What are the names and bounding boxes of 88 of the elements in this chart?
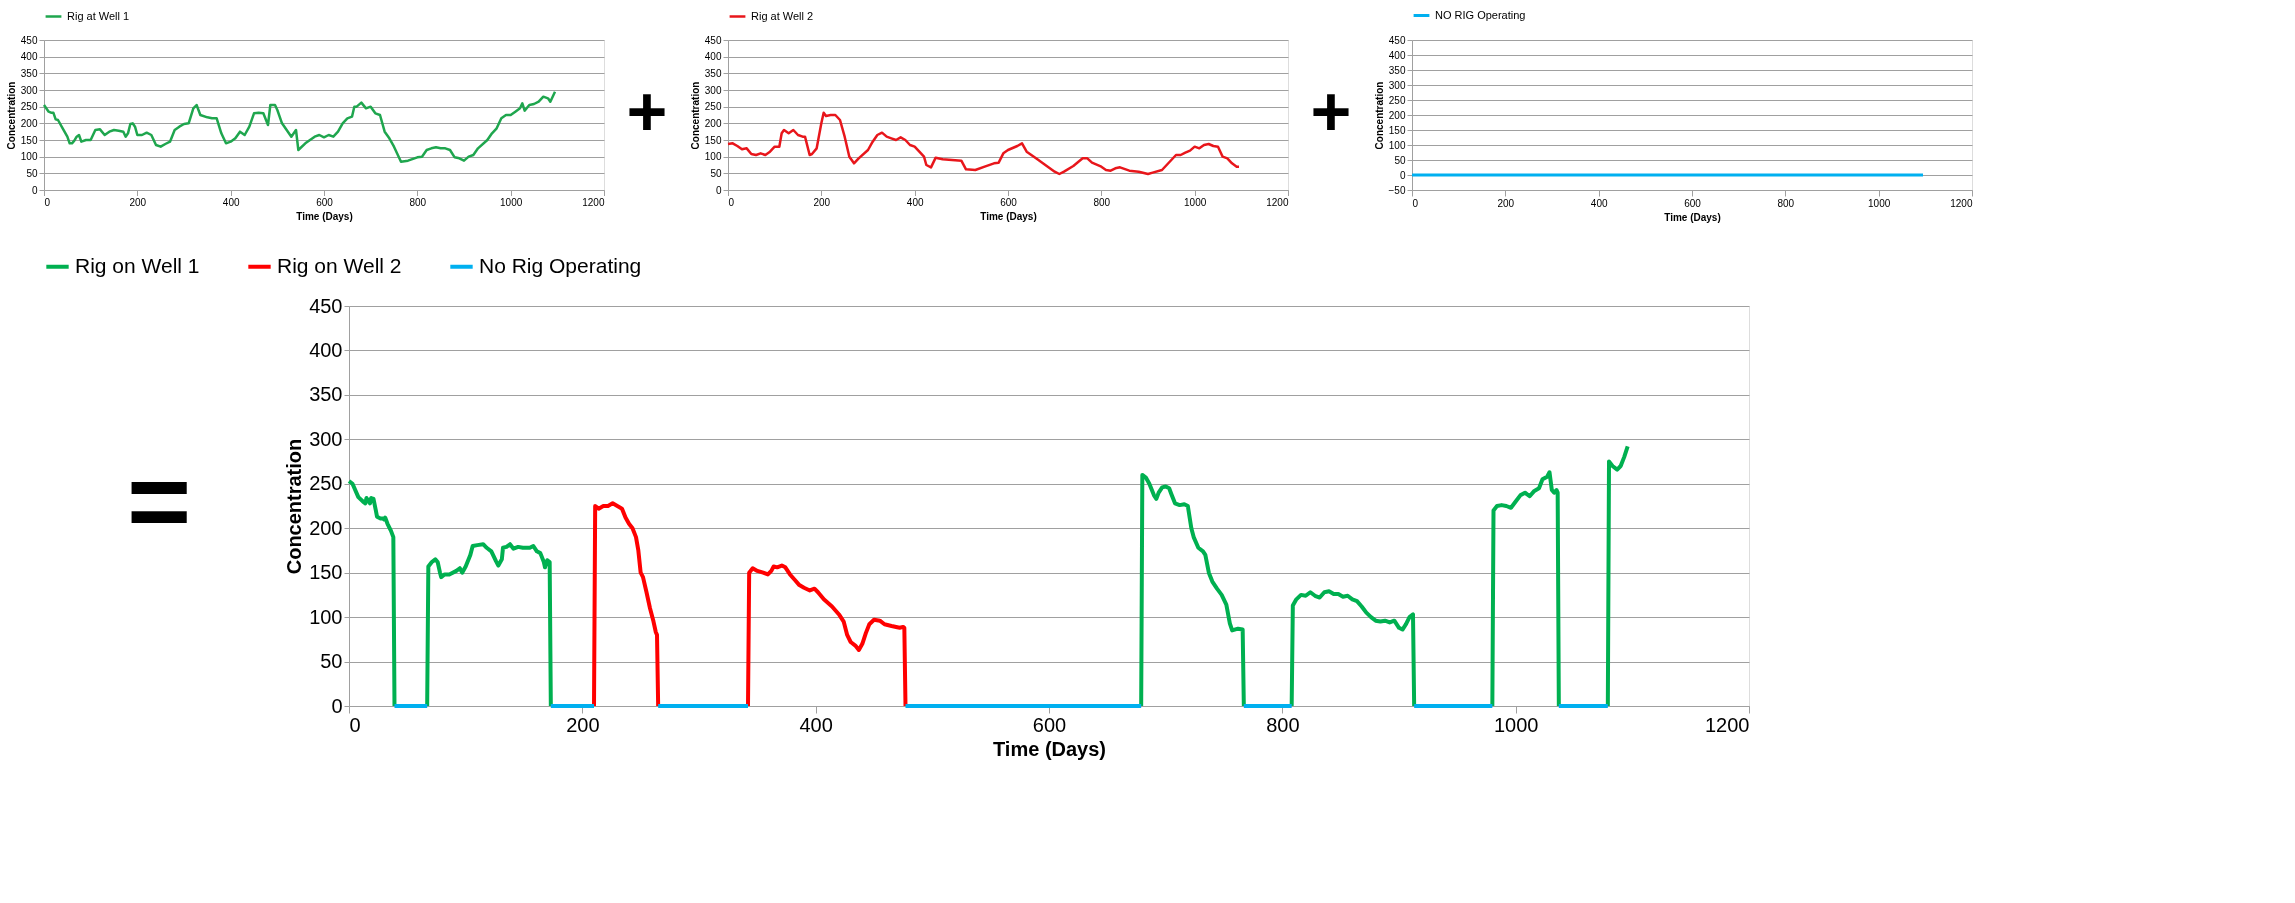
x-tick-label: 800 xyxy=(1777,197,1795,209)
y-tick-label: 100 xyxy=(309,605,343,628)
text: + xyxy=(626,73,668,151)
y-tick-label: 250 xyxy=(1388,94,1406,106)
y-axis-title: Concentration xyxy=(1373,81,1385,150)
y-axis-title: Concentration xyxy=(283,438,306,575)
y-tick-label: 100 xyxy=(704,151,722,163)
y-tick-label: 0 xyxy=(31,184,38,196)
x-tick-label: 800 xyxy=(1266,713,1300,736)
y-tick-label: 450 xyxy=(704,34,722,46)
y-tick-label: 400 xyxy=(20,51,38,63)
y-tick-label: 400 xyxy=(1388,49,1406,61)
y-tick-label: 450 xyxy=(309,294,343,317)
line-series xyxy=(42,90,557,163)
x-tick-label: 400 xyxy=(906,197,924,208)
y-tick-label: 200 xyxy=(309,516,343,539)
y-tick-label: 100 xyxy=(1388,139,1406,151)
y-tick-label: 400 xyxy=(704,51,722,63)
y-tick-label: 250 xyxy=(704,101,722,113)
y-axis-title: Concentration xyxy=(5,81,17,150)
y-tick-label: 350 xyxy=(309,383,343,406)
line-series xyxy=(726,111,1241,176)
y-tick-label: 250 xyxy=(20,101,38,113)
x-axis-title: Time (Days) xyxy=(992,737,1107,760)
x-tick-label: 800 xyxy=(1093,197,1111,208)
y-tick-label: 50 xyxy=(26,167,38,179)
y-tick-label: 100 xyxy=(20,151,38,163)
legend-label: NO RIG Operating xyxy=(1435,8,1526,21)
legend-label: No Rig Operating xyxy=(479,253,642,277)
y-tick-label: 150 xyxy=(1388,124,1406,136)
y-tick-label: 150 xyxy=(309,561,343,584)
x-tick-label: 1000 xyxy=(1868,197,1891,209)
x-tick-label: 400 xyxy=(799,713,833,736)
x-tick-label: 1000 xyxy=(500,197,523,208)
x-tick-label: 0 xyxy=(44,197,51,208)
y-tick-label: 350 xyxy=(20,67,38,79)
x-tick-label: 1000 xyxy=(1493,713,1539,736)
y-tick-label: 300 xyxy=(704,84,722,96)
y-tick-label: 50 xyxy=(320,650,343,673)
y-axis-title: Concentration xyxy=(689,81,701,150)
legend-label: Rig at Well 2 xyxy=(751,9,814,22)
x-tick-label: 200 xyxy=(1497,197,1515,209)
y-tick-label: 350 xyxy=(1388,64,1406,76)
y-tick-label: 300 xyxy=(309,427,343,450)
y-tick-label: 0 xyxy=(715,184,722,196)
x-tick-label: 1200 xyxy=(1705,713,1750,736)
y-tick-label: 50 xyxy=(710,167,722,179)
x-axis-title: Time (Days) xyxy=(296,211,353,222)
y-tick-label: 400 xyxy=(309,338,343,361)
x-tick-label: 200 xyxy=(566,713,600,736)
y-tick-label: 200 xyxy=(1388,109,1406,121)
y-tick-label: 450 xyxy=(1388,34,1406,46)
x-tick-label: 1200 xyxy=(582,197,605,208)
x-tick-label: 600 xyxy=(1684,197,1702,209)
y-tick-label: 250 xyxy=(309,472,343,495)
y-tick-label: −50 xyxy=(1388,184,1406,196)
x-tick-label: 0 xyxy=(349,713,361,736)
y-tick-label: 350 xyxy=(704,67,722,79)
x-tick-label: 1200 xyxy=(1950,197,1973,209)
y-tick-label: 450 xyxy=(20,34,38,46)
y-tick-label: 0 xyxy=(1399,169,1406,181)
x-tick-label: 200 xyxy=(129,197,147,208)
y-tick-label: 300 xyxy=(20,84,38,96)
legend-label: Rig at Well 1 xyxy=(67,9,130,22)
x-tick-label: 600 xyxy=(316,197,334,208)
x-tick-label: 400 xyxy=(1590,197,1608,209)
y-tick-label: 150 xyxy=(20,134,38,146)
x-tick-label: 1200 xyxy=(1266,197,1289,208)
x-tick-label: 1000 xyxy=(1184,197,1207,208)
y-tick-label: 200 xyxy=(20,117,38,129)
y-tick-label: 150 xyxy=(704,134,722,146)
y-tick-label: 50 xyxy=(1394,154,1406,166)
x-axis-title: Time (Days) xyxy=(1664,211,1721,223)
text: = xyxy=(126,439,192,562)
x-tick-label: 800 xyxy=(409,197,427,208)
y-tick-label: 0 xyxy=(331,694,343,717)
x-axis-title: Time (Days) xyxy=(980,211,1037,222)
x-tick-label: 600 xyxy=(1000,197,1018,208)
legend-label: Rig on Well 1 xyxy=(75,253,200,277)
x-tick-label: 0 xyxy=(728,197,735,208)
x-tick-label: 600 xyxy=(1032,713,1067,736)
x-tick-label: 200 xyxy=(813,197,831,208)
text: + xyxy=(1310,73,1352,151)
x-tick-label: 400 xyxy=(222,197,240,208)
y-tick-label: 300 xyxy=(1388,79,1406,91)
y-tick-label: 200 xyxy=(704,117,722,129)
x-tick-label: 0 xyxy=(1412,197,1419,209)
legend-label: Rig on Well 2 xyxy=(277,253,402,277)
